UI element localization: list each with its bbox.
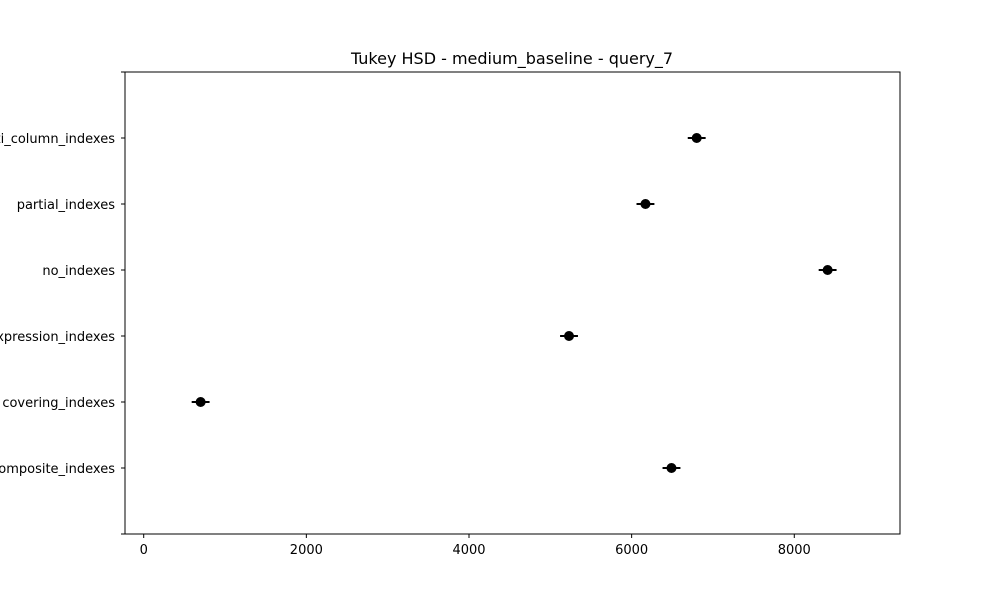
mean-marker	[640, 199, 651, 209]
mean-marker	[822, 265, 833, 275]
mean-marker	[564, 331, 575, 341]
x-tick-label: 2000	[290, 543, 323, 558]
x-tick-label: 0	[140, 543, 148, 558]
plot-frame	[124, 71, 901, 535]
y-tick-label: multi_column_indexes	[0, 132, 115, 147]
y-tick-label: expression_indexes	[0, 330, 115, 345]
mean-marker	[666, 463, 677, 473]
y-tick-label: covering_indexes	[2, 396, 115, 411]
chart-title: Tukey HSD - medium_baseline - query_7	[350, 49, 673, 69]
y-tick-label: no_indexes	[42, 264, 115, 279]
y-tick-label: partial_indexes	[17, 198, 116, 213]
mean-marker	[691, 133, 702, 143]
x-tick-label: 6000	[615, 543, 648, 558]
chart-marks: multi_column_indexes partial_indexes no_in…	[0, 71, 837, 558]
mean-marker	[195, 397, 206, 407]
y-tick-label: composite_indexes	[0, 462, 115, 477]
x-tick-label: 4000	[452, 543, 485, 558]
x-tick-label: 8000	[778, 543, 811, 558]
